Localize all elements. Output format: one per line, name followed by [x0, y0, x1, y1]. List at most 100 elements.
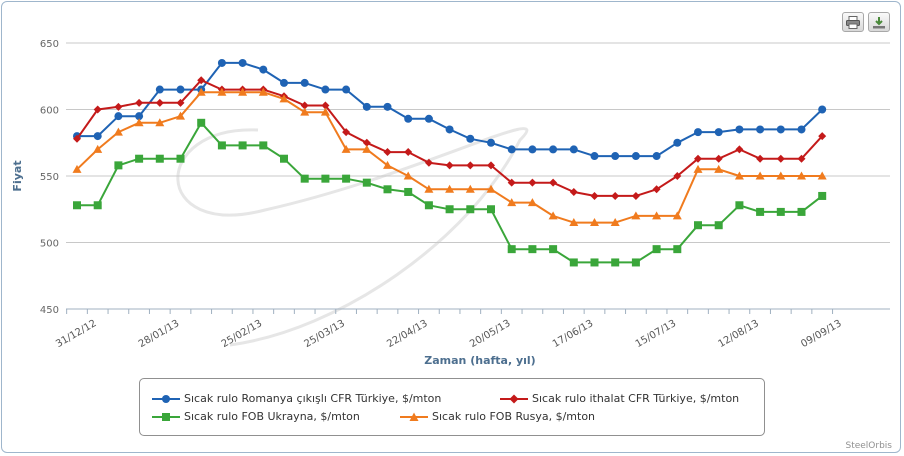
- data-point: [776, 207, 785, 216]
- data-point: [776, 125, 785, 134]
- legend-label: Sıcak rulo ithalat CFR Türkiye, $/mton: [532, 392, 740, 405]
- legend: Sıcak rulo Romanya çıkışlı CFR Türkiye, …: [139, 378, 765, 436]
- data-point: [549, 245, 558, 254]
- data-point: [135, 98, 144, 107]
- data-point: [383, 160, 392, 169]
- export-button[interactable]: [868, 12, 890, 32]
- data-point: [569, 145, 578, 154]
- data-point: [404, 187, 413, 196]
- legend-label: Sıcak rulo FOB Ukrayna, $/mton: [184, 410, 360, 423]
- data-point: [797, 154, 806, 163]
- data-point: [590, 191, 599, 200]
- legend-item-rusya[interactable]: Sıcak rulo FOB Rusya, $/mton: [400, 410, 595, 423]
- data-point: [673, 138, 682, 147]
- data-point: [135, 154, 144, 163]
- y-tick-label: 500: [40, 239, 59, 250]
- data-point: [238, 58, 247, 67]
- x-tick-label: 09/09/13: [799, 318, 843, 350]
- data-point: [73, 201, 81, 210]
- data-point: [445, 161, 454, 170]
- data-point: [652, 152, 661, 161]
- data-point: [176, 154, 185, 163]
- data-point: [818, 132, 827, 141]
- x-tick-label: 17/06/13: [551, 318, 595, 350]
- data-point: [652, 245, 661, 254]
- data-point: [259, 141, 268, 150]
- data-point: [300, 78, 309, 87]
- data-point: [445, 125, 454, 134]
- data-point: [610, 218, 620, 227]
- series-3: [72, 87, 827, 227]
- data-point: [797, 125, 806, 134]
- data-point: [756, 207, 765, 216]
- data-point: [590, 258, 599, 267]
- data-point: [797, 171, 806, 180]
- legend-marker-circle: [152, 394, 180, 403]
- x-tick-label: 22/04/13: [385, 318, 429, 350]
- data-point: [611, 152, 620, 161]
- data-point: [155, 154, 164, 163]
- x-tick-label: 25/02/13: [220, 318, 264, 350]
- data-point: [445, 205, 454, 214]
- data-point: [631, 258, 640, 267]
- data-point: [404, 114, 413, 123]
- data-point: [734, 171, 744, 180]
- data-point: [549, 145, 558, 154]
- download-icon: [873, 16, 885, 28]
- data-point: [155, 118, 165, 127]
- source-credit: SteelOrbis: [845, 441, 892, 451]
- legend-marker-square: [152, 412, 180, 421]
- data-point: [114, 102, 123, 111]
- data-point: [362, 144, 372, 153]
- x-axis-title: Zaman (hafta, yıl): [424, 354, 535, 367]
- legend-marker-diamond: [500, 394, 528, 403]
- data-point: [694, 128, 702, 137]
- data-point: [217, 58, 226, 67]
- data-point: [466, 205, 475, 214]
- series-2: [73, 118, 827, 267]
- data-point: [424, 201, 433, 210]
- data-point: [714, 128, 723, 137]
- data-point: [487, 138, 495, 147]
- data-point: [818, 191, 827, 200]
- data-point: [93, 105, 102, 114]
- data-point: [673, 172, 682, 180]
- data-point: [466, 161, 475, 170]
- data-point: [134, 118, 144, 127]
- watermark-arc: [176, 127, 529, 347]
- data-point: [487, 161, 495, 170]
- data-point: [217, 87, 227, 96]
- data-point: [693, 164, 703, 173]
- data-point: [93, 144, 103, 153]
- data-point: [445, 184, 455, 193]
- data-point: [694, 154, 702, 163]
- data-point: [197, 76, 206, 85]
- legend-item-ukrayna[interactable]: Sıcak rulo FOB Ukrayna, $/mton: [152, 410, 360, 423]
- data-point: [280, 78, 288, 87]
- data-point: [362, 178, 371, 187]
- data-point: [714, 154, 723, 163]
- y-tick-label: 600: [40, 106, 59, 117]
- data-point: [259, 65, 268, 74]
- data-point: [465, 184, 475, 193]
- series-1: [73, 76, 827, 200]
- data-point: [258, 87, 268, 96]
- data-point: [155, 98, 164, 107]
- data-point: [735, 145, 744, 154]
- data-point: [631, 152, 640, 161]
- data-point: [300, 107, 310, 116]
- data-point: [424, 158, 433, 167]
- y-tick-label: 450: [40, 305, 59, 316]
- y-axis-title: Fiyat: [11, 160, 24, 191]
- data-point: [507, 198, 517, 207]
- data-point: [238, 141, 247, 150]
- legend-item-romanya[interactable]: Sıcak rulo Romanya çıkışlı CFR Türkiye, …: [152, 392, 441, 405]
- legend-item-ithalat[interactable]: Sıcak rulo ithalat CFR Türkiye, $/mton: [500, 392, 739, 405]
- data-point: [611, 258, 620, 267]
- print-button[interactable]: [842, 12, 864, 32]
- data-point: [548, 211, 558, 220]
- data-point: [321, 101, 330, 110]
- data-point: [756, 125, 765, 134]
